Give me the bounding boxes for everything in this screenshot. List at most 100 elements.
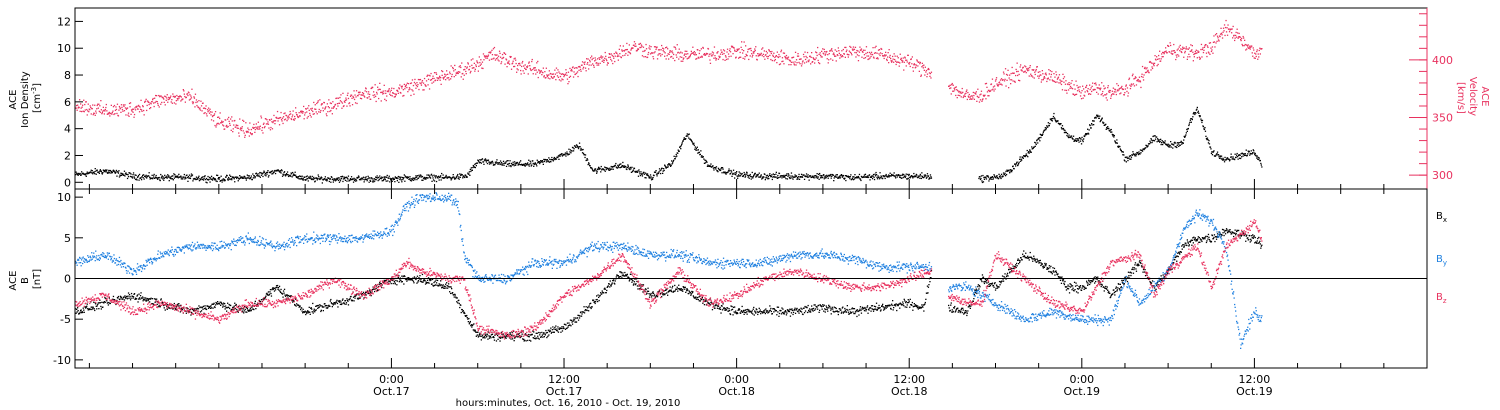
data-point (852, 46, 855, 48)
data-point (459, 71, 461, 73)
data-point (712, 54, 714, 56)
data-point (463, 74, 465, 76)
data-point (1220, 32, 1223, 34)
data-point (300, 178, 302, 180)
data-point (158, 176, 160, 179)
data-point (93, 112, 95, 115)
data-point (186, 176, 189, 179)
data-point (1123, 154, 1125, 156)
data-point (175, 176, 177, 178)
data-point (858, 51, 861, 53)
data-point (601, 60, 603, 62)
data-point (991, 78, 994, 80)
data-point (1172, 147, 1174, 149)
data-point (862, 49, 865, 51)
data-point (849, 45, 851, 48)
data-point (874, 173, 876, 175)
data-point (251, 305, 253, 307)
density-tick-label: 8 (64, 69, 71, 82)
data-point (725, 58, 728, 61)
data-point (1024, 155, 1026, 158)
data-point (636, 49, 639, 51)
data-point (1162, 143, 1164, 146)
data-point (108, 111, 110, 114)
data-point (359, 97, 362, 99)
data-point (377, 89, 379, 91)
data-point (619, 166, 621, 169)
data-point (206, 109, 209, 111)
data-point (581, 64, 583, 66)
data-point (837, 176, 839, 178)
data-point (532, 73, 534, 75)
data-point (1077, 86, 1080, 88)
data-point (1184, 135, 1186, 137)
data-point (1028, 69, 1030, 71)
data-point (1120, 87, 1122, 89)
data-point (1044, 129, 1046, 131)
data-point (1184, 52, 1186, 54)
data-point (1085, 86, 1087, 88)
data-point (469, 65, 471, 68)
data-point (841, 55, 843, 57)
data-point (135, 106, 138, 108)
data-point (898, 175, 900, 177)
data-point (450, 65, 452, 67)
data-point (710, 53, 712, 55)
data-point (1071, 88, 1074, 90)
data-point (105, 103, 107, 106)
data-point (143, 298, 145, 301)
data-point (219, 112, 221, 114)
data-point (1110, 128, 1112, 131)
data-point (1134, 76, 1137, 78)
data-point (996, 83, 998, 85)
data-point (397, 90, 399, 92)
data-point (662, 172, 664, 174)
data-point (673, 155, 675, 157)
data-point (970, 95, 972, 97)
series-points-top-0 (75, 106, 1263, 184)
data-point (910, 58, 912, 60)
data-point (649, 177, 651, 179)
data-point (893, 175, 895, 177)
data-point (1127, 95, 1129, 97)
data-point (206, 179, 209, 181)
data-point (150, 297, 152, 299)
data-point (549, 78, 551, 80)
data-point (756, 59, 758, 61)
data-point (1232, 156, 1234, 158)
data-point (949, 87, 951, 90)
data-point (363, 181, 365, 183)
data-point (682, 60, 684, 62)
data-point (312, 110, 314, 113)
data-point (299, 175, 301, 177)
data-point (795, 59, 798, 61)
data-point (236, 177, 238, 180)
data-point (125, 297, 127, 300)
data-point (1088, 133, 1090, 135)
data-point (646, 174, 648, 176)
data-point (299, 115, 301, 117)
data-point (1071, 137, 1073, 139)
data-point (218, 123, 220, 125)
data-point (231, 176, 233, 178)
data-point (516, 68, 518, 70)
data-point (86, 171, 88, 173)
data-point (406, 82, 408, 84)
data-point (1209, 53, 1211, 55)
data-point (465, 174, 467, 177)
data-point (351, 97, 353, 99)
data-point (442, 174, 444, 176)
data-point (1201, 121, 1203, 124)
data-point (187, 94, 189, 97)
data-point (514, 65, 516, 68)
data-point (826, 174, 828, 176)
data-point (720, 167, 723, 169)
density-tick-label: 6 (64, 96, 71, 109)
data-point (85, 306, 87, 308)
data-point (267, 123, 270, 125)
data-point (1037, 137, 1039, 140)
data-point (465, 73, 467, 75)
data-point (928, 68, 930, 71)
data-point (742, 52, 744, 54)
